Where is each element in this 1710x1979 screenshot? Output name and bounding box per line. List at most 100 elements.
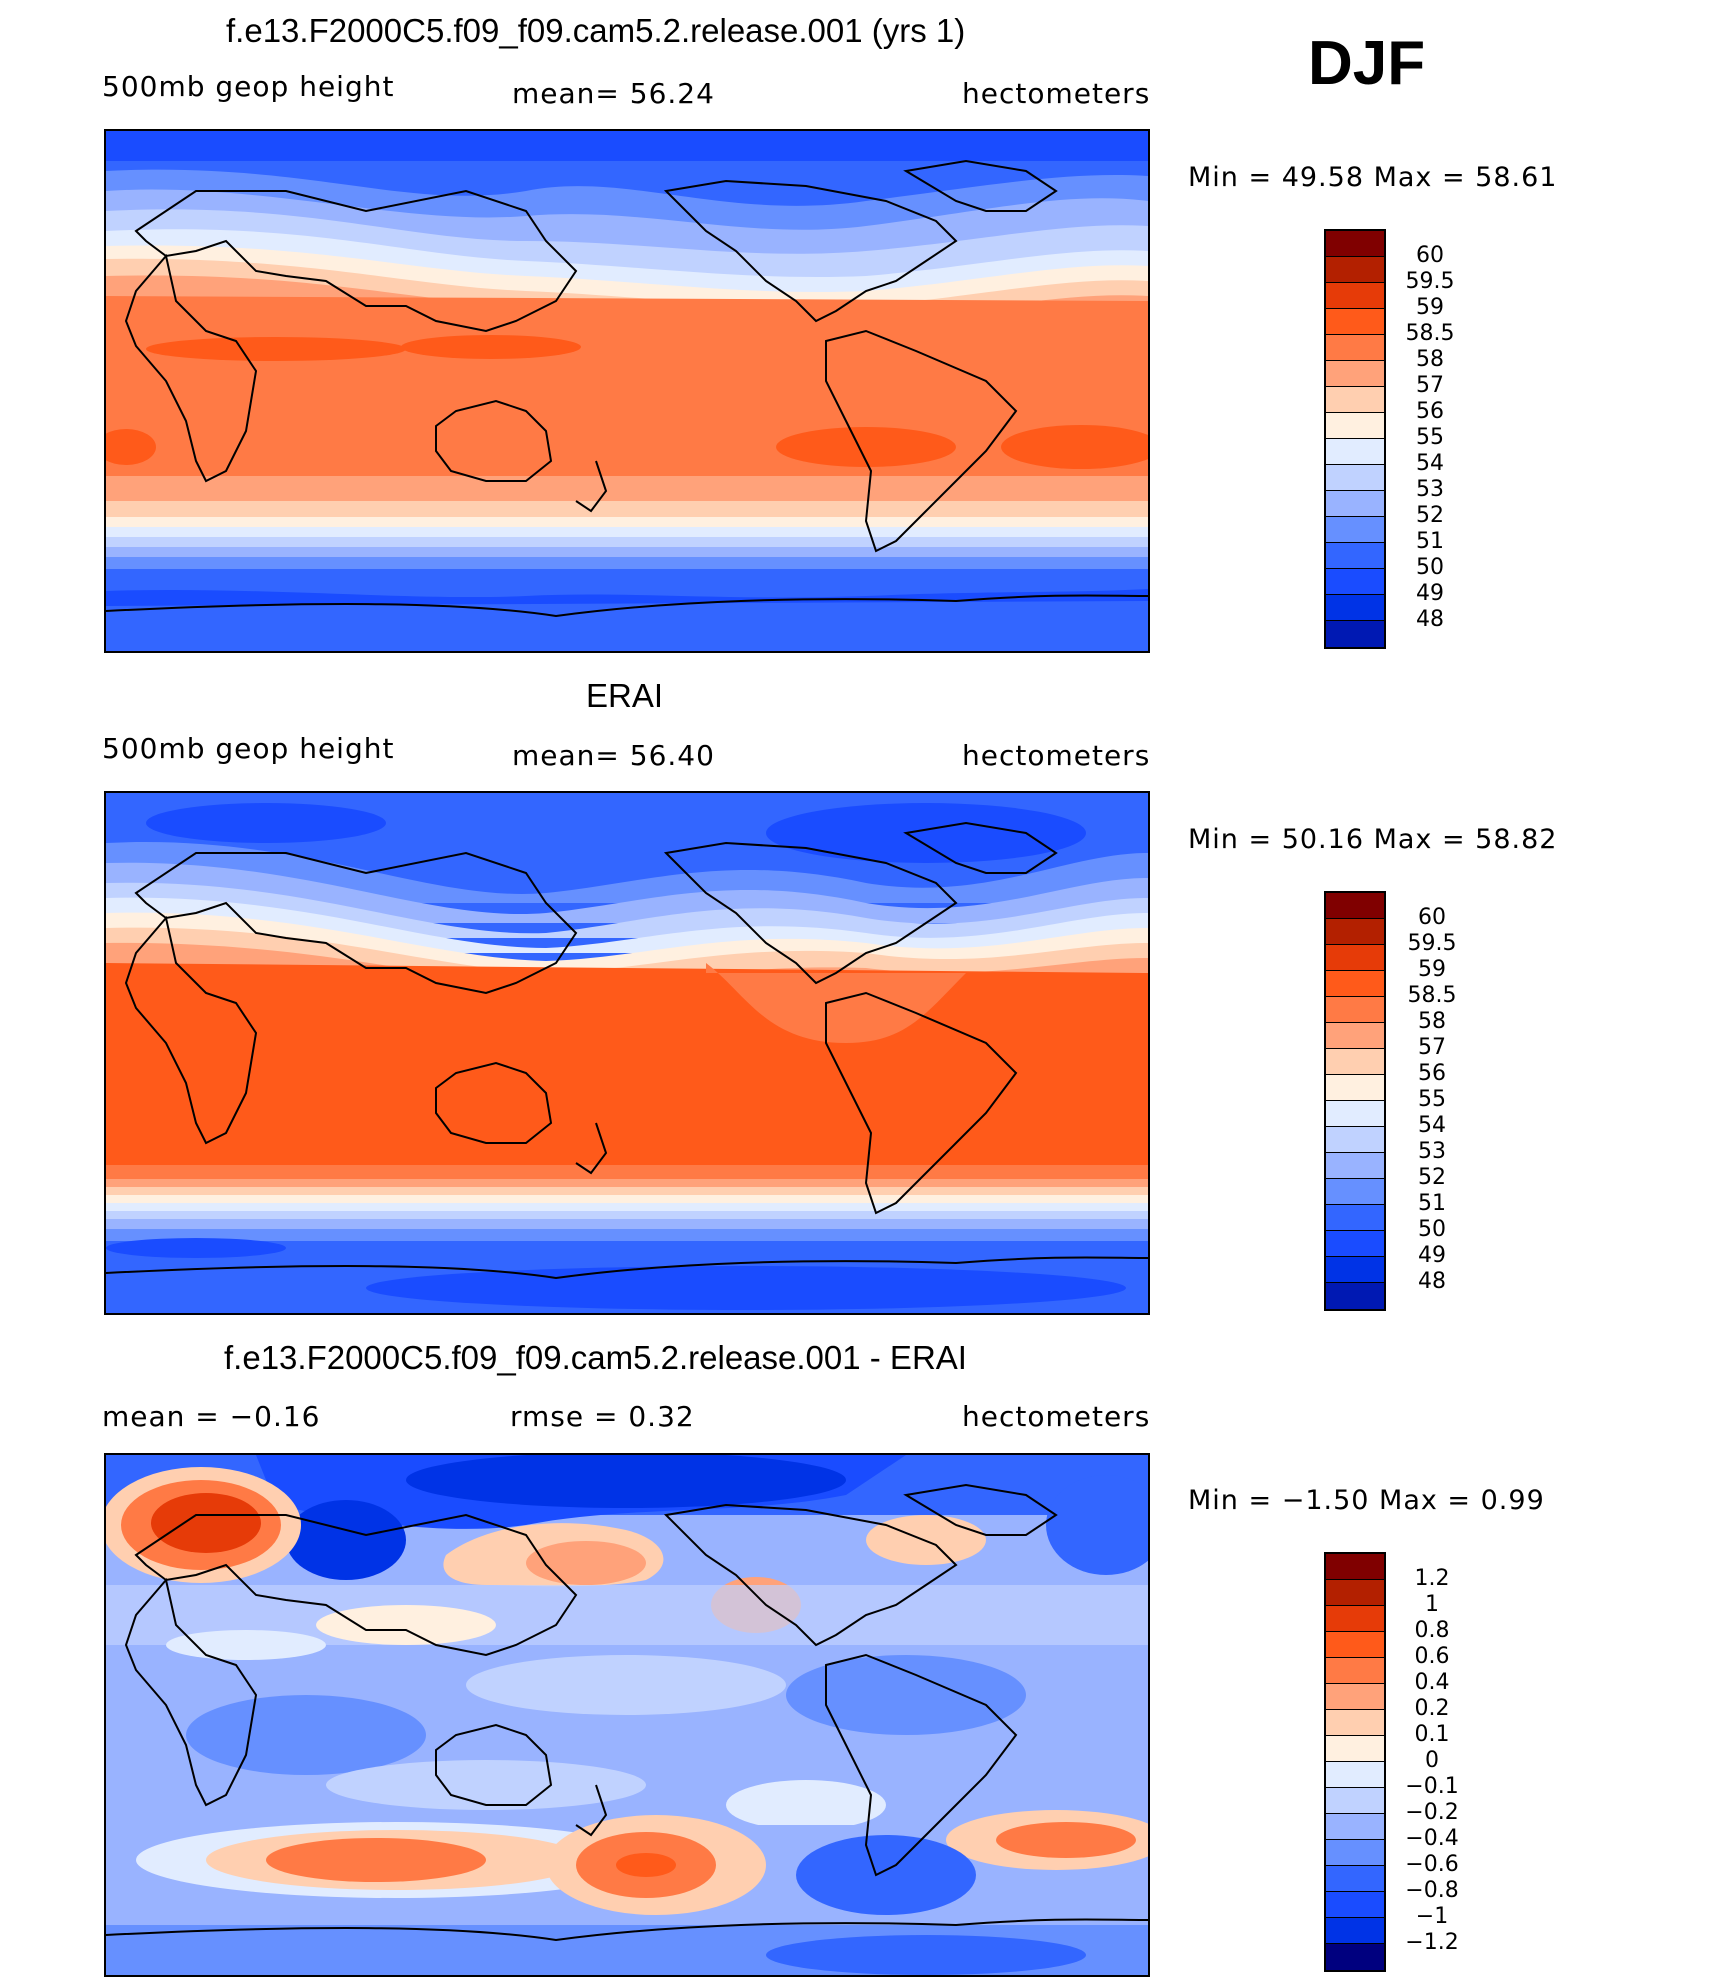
colorbar-cell [1326,1101,1384,1127]
colorbar-tick-label: −1 [1415,1904,1449,1929]
colorbar-cell [1326,387,1384,413]
colorbar-cell [1326,517,1384,543]
colorbar-tick-label: −0.1 [1405,1774,1459,1799]
colorbar-tick-label: 52 [1416,503,1444,528]
colorbar-tick-label: 54 [1418,1113,1446,1138]
colorbar-cell [1326,231,1384,257]
colorbar-cell [1326,439,1384,465]
map-model-svg [106,131,1148,651]
mean-label: mean= 56.24 [512,77,715,110]
colorbar-cell [1326,1762,1384,1788]
colorbar-cell [1326,595,1384,621]
colorbar-tick-label: 49 [1416,581,1444,606]
colorbar-tick-label: 53 [1418,1139,1446,1164]
colorbar-tick-label: 56 [1418,1061,1446,1086]
colorbar-tick-label: 52 [1418,1165,1446,1190]
colorbar-cell [1326,335,1384,361]
map-diff [104,1453,1150,1977]
colorbar-tick-label: −0.8 [1405,1878,1459,1903]
colorbar-cell [1326,1023,1384,1049]
colorbar-tick-label: 60 [1416,243,1444,268]
colorbar-cell [1326,1658,1384,1684]
colorbar-cell [1326,465,1384,491]
colorbar-tick-label: 54 [1416,451,1444,476]
colorbar-tick-label: 58.5 [1407,983,1457,1008]
units-label: hectometers [962,77,1151,110]
colorbar-tick-label: −0.2 [1405,1800,1459,1825]
variable-label: 500mb geop height [102,70,395,103]
colorbar-cell [1326,1179,1384,1205]
colorbar-tick-label: 58 [1418,1009,1446,1034]
map-model [104,129,1150,653]
colorbar-cell [1326,283,1384,309]
colorbar-cell [1326,309,1384,335]
colorbar-cell [1326,257,1384,283]
colorbar-cell [1326,1606,1384,1632]
minmax-label: Min = 50.16 Max = 58.82 [1188,824,1558,855]
colorbar-cell [1326,1283,1384,1309]
colorbar-cell [1326,1814,1384,1840]
colorbar-cell [1326,971,1384,997]
colorbar-cell [1326,361,1384,387]
colorbar-cell [1326,1257,1384,1283]
panel-title: f.e13.F2000C5.f09_f09.cam5.2.release.001… [224,1339,967,1376]
colorbar-tick-label: 48 [1418,1269,1446,1294]
panel-title: ERAI [586,677,664,714]
colorbar-tick-label: 48 [1416,607,1444,632]
colorbar-tick-label: 55 [1418,1087,1446,1112]
colorbar-cell [1326,491,1384,517]
colorbar-tick-label: 0.1 [1414,1722,1450,1747]
colorbar-tick-label: 50 [1416,555,1444,580]
colorbar-tick-label: 0.2 [1414,1696,1450,1721]
colorbar-tick-label: 56 [1416,399,1444,424]
colorbar-cell [1326,1840,1384,1866]
colorbar-tick-label: 51 [1418,1191,1446,1216]
colorbar-tick-label: 49 [1418,1243,1446,1268]
panel-title: f.e13.F2000C5.f09_f09.cam5.2.release.001… [226,12,966,49]
colorbar-tick-label: 59 [1416,295,1444,320]
colorbar-cell [1326,1580,1384,1606]
colorbar-cell [1326,1736,1384,1762]
colorbar-tick-label: −1.2 [1405,1930,1459,1955]
colorbar-tick-label: −0.6 [1405,1852,1459,1877]
colorbar-cell [1326,1710,1384,1736]
colorbar-model [1324,229,1386,649]
units-label: hectometers [962,739,1151,772]
colorbar-tick-label: 60 [1418,905,1446,930]
colorbar-cell [1326,945,1384,971]
colorbar-cell [1326,919,1384,945]
colorbar-tick-label: −0.4 [1405,1826,1459,1851]
colorbar-cell [1326,1554,1384,1580]
colorbar-cell [1326,1049,1384,1075]
colorbar-cell [1326,1918,1384,1944]
variable-label: 500mb geop height [102,732,395,765]
colorbar-tick-label: 55 [1416,425,1444,450]
colorbar-tick-label: 57 [1416,373,1444,398]
colorbar-tick-label: 1 [1425,1592,1439,1617]
colorbar-tick-label: 1.2 [1414,1566,1450,1591]
colorbar-cell [1326,1684,1384,1710]
colorbar-cell [1326,893,1384,919]
colorbar-cell [1326,1231,1384,1257]
colorbar-tick-label: 51 [1416,529,1444,554]
units-label: hectometers [962,1400,1151,1433]
mean-label: mean = −0.16 [102,1400,321,1433]
colorbar-cell [1326,1788,1384,1814]
colorbar-tick-label: 50 [1418,1217,1446,1242]
minmax-label: Min = −1.50 Max = 0.99 [1188,1485,1545,1516]
colorbar-tick-label: 59.5 [1407,931,1457,956]
colorbar-tick-label: 53 [1416,477,1444,502]
colorbar-obs [1324,891,1386,1311]
map-obs [104,791,1150,1315]
colorbar-cell [1326,621,1384,647]
colorbar-tick-label: 0.4 [1414,1670,1450,1695]
colorbar-cell [1326,1075,1384,1101]
colorbar-tick-label: 58.5 [1405,321,1455,346]
colorbar-cell [1326,1892,1384,1918]
colorbar-cell [1326,543,1384,569]
colorbar-cell [1326,1866,1384,1892]
colorbar-tick-label: 58 [1416,347,1444,372]
colorbar-tick-label: 59 [1418,957,1446,982]
colorbar-cell [1326,1944,1384,1970]
map-diff-svg [106,1455,1148,1975]
